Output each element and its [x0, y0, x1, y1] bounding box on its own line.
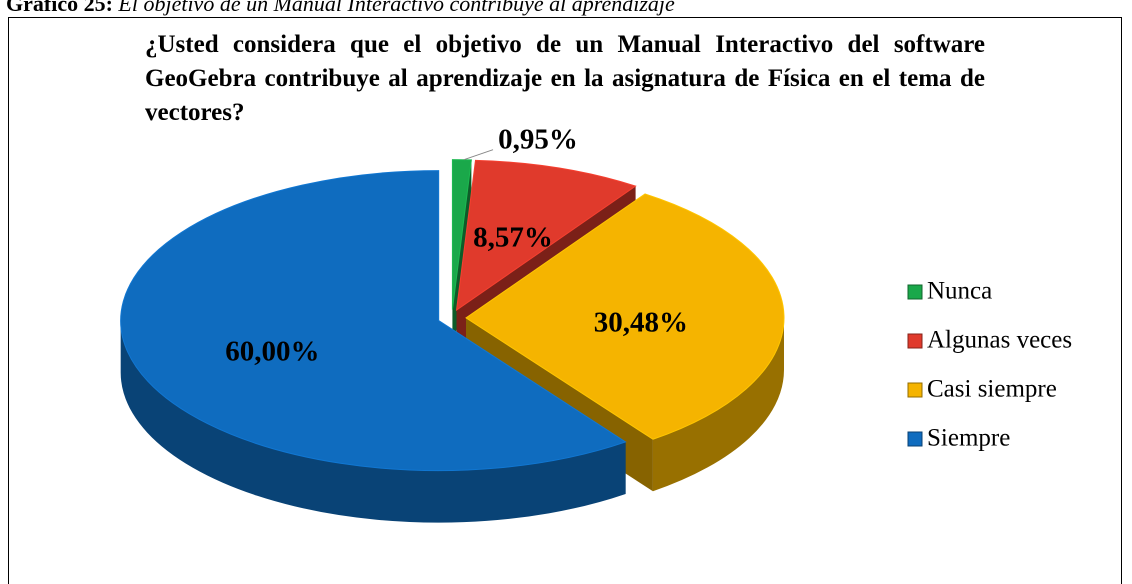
- caption-number: Gráfico 25:: [6, 0, 113, 16]
- legend-label: Siempre: [927, 425, 1010, 452]
- slice-top: [455, 159, 637, 312]
- legend-swatch: [907, 382, 923, 398]
- slice: [120, 170, 627, 523]
- slice-top: [465, 193, 785, 440]
- slice-side: [652, 317, 784, 492]
- slice-top: [451, 159, 472, 310]
- caption: Gráfico 25: El objetivo de un Manual Int…: [6, 0, 675, 17]
- value-label: 30,48%: [594, 306, 688, 338]
- value-label: 8,57%: [473, 222, 553, 254]
- caption-text: El objetivo de un Manual Interactivo con…: [118, 0, 675, 16]
- slice-top: [120, 170, 627, 472]
- legend-label: Algunas veces: [927, 327, 1072, 354]
- legend-label: Nunca: [927, 278, 992, 305]
- legend-swatch: [907, 431, 923, 447]
- chart-frame: [8, 17, 1122, 584]
- legend-swatch: [907, 284, 923, 300]
- legend-swatch: [907, 333, 923, 349]
- leader-line: [463, 149, 494, 161]
- value-label: 0,95%: [498, 123, 578, 155]
- slice-side: [120, 320, 626, 523]
- value-label: 60,00%: [225, 336, 319, 368]
- chart-title: ¿Usted considera que el objetivo de un M…: [145, 31, 985, 126]
- legend-label: Casi siempre: [927, 376, 1057, 403]
